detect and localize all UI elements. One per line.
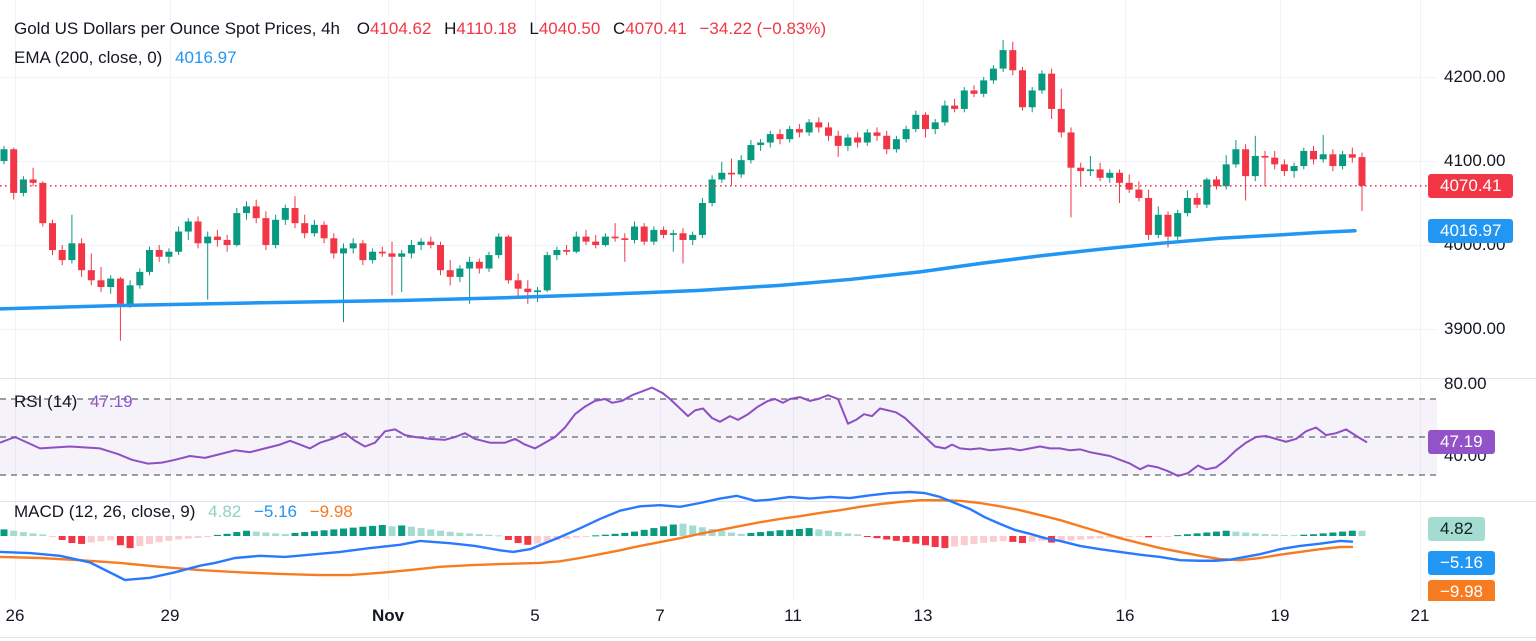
macd-signal-value: −9.98 (309, 502, 353, 521)
axis-value-badge: 4016.97 (1428, 219, 1514, 243)
ema-label: EMA (200, close, 0) (14, 48, 163, 67)
axis-value-badge: −5.16 (1428, 551, 1496, 575)
symbol-title[interactable]: Gold US Dollars per Ounce Spot Prices, 4… (14, 19, 340, 38)
rsi-legend[interactable]: RSI (14) 47.19 (14, 392, 133, 412)
axis-tick-label: 4100.00 (1444, 151, 1506, 170)
ohlc-open: O4104.62 (356, 19, 432, 38)
time-label: 29 (160, 606, 180, 625)
ohlc-close: C4070.41 (613, 19, 687, 38)
time-label: Nov (371, 606, 405, 625)
symbol-legend[interactable]: Gold US Dollars per Ounce Spot Prices, 4… (14, 19, 826, 39)
axis-value-badge: 4070.41 (1428, 174, 1514, 198)
rsi-value: 47.19 (90, 392, 133, 411)
time-label: 26 (5, 606, 25, 625)
rsi-label: RSI (14) (14, 392, 78, 411)
macd-label: MACD (12, 26, close, 9) (14, 502, 196, 521)
macd-line-value: −5.16 (253, 502, 297, 521)
axis-value-badge: 4.82 (1428, 517, 1486, 541)
macd-hist-value: 4.82 (208, 502, 242, 521)
axis-tick-label: 4200.00 (1444, 67, 1506, 86)
time-label: 11 (784, 606, 802, 625)
time-scale[interactable]: 26 29 Nov 5 7 11 13 16 19 21 (0, 601, 1536, 638)
time-label: 13 (913, 606, 933, 625)
ema-legend[interactable]: EMA (200, close, 0) 4016.97 (14, 48, 237, 68)
time-label: 19 (1270, 606, 1290, 625)
ohlc-high: H4110.18 (444, 19, 517, 38)
ema-value: 4016.97 (175, 48, 237, 67)
time-label: 5 (530, 606, 540, 625)
axis-value-badge: −9.98 (1428, 580, 1496, 604)
axis-tick-label: 80.00 (1444, 374, 1487, 393)
time-label: 7 (655, 606, 665, 625)
time-label: 21 (1410, 606, 1430, 625)
axis-tick-label: 3900.00 (1444, 319, 1506, 338)
macd-legend[interactable]: MACD (12, 26, close, 9) 4.82 −5.16 −9.98 (14, 502, 353, 522)
price-change: −34.22 (−0.83%) (699, 19, 827, 38)
axis-value-badge: 47.19 (1428, 430, 1495, 454)
ohlc-low: L4040.50 (529, 19, 601, 38)
time-label: 16 (1115, 606, 1135, 625)
